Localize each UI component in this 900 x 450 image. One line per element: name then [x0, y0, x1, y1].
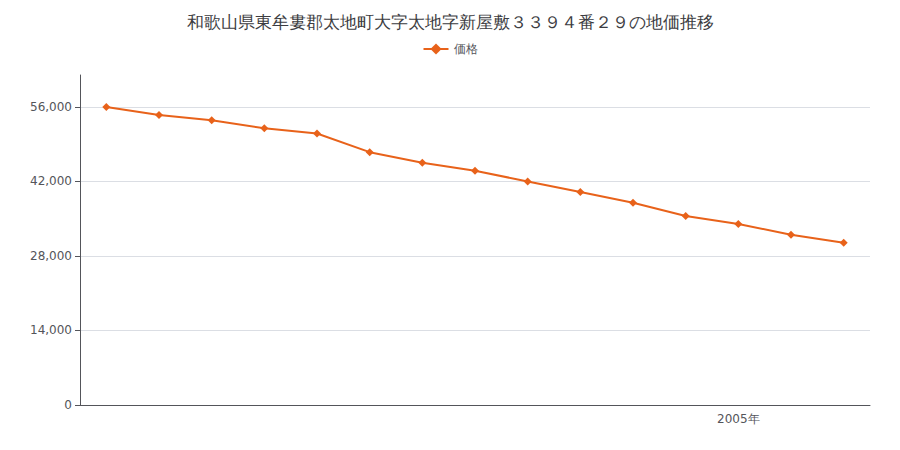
- svg-text:42,000: 42,000: [30, 174, 72, 188]
- svg-text:14,000: 14,000: [30, 323, 72, 337]
- svg-text:28,000: 28,000: [30, 249, 72, 263]
- svg-text:価格: 価格: [454, 42, 478, 56]
- svg-text:0: 0: [64, 398, 72, 412]
- svg-text:和歌山県東牟婁郡太地町大字太地字新屋敷３３９４番２９の地価推: 和歌山県東牟婁郡太地町大字太地字新屋敷３３９４番２９の地価推移: [187, 12, 714, 32]
- svg-text:2005年: 2005年: [717, 412, 760, 426]
- svg-text:56,000: 56,000: [30, 100, 72, 114]
